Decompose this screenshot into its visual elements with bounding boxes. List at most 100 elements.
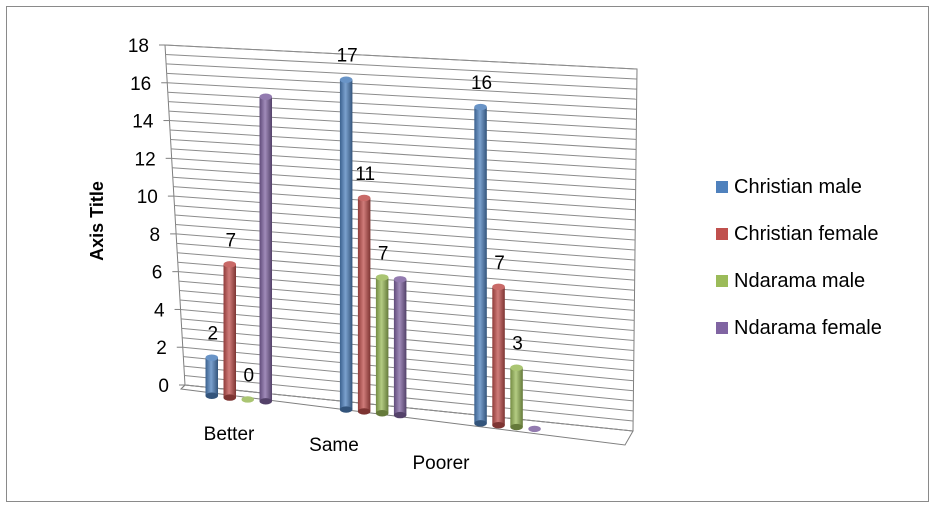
y-tick-label: 4	[154, 300, 165, 321]
data-label: 2	[207, 324, 218, 345]
bar-top	[510, 364, 523, 371]
legend-item: Ndarama female	[716, 317, 882, 339]
bar-body	[510, 367, 523, 428]
data-label: 7	[378, 243, 389, 264]
gridline	[184, 375, 634, 422]
bar-base	[474, 420, 487, 427]
x-axis-categories: Better Same Poorer	[204, 424, 471, 474]
gridline	[168, 110, 637, 140]
chart-bars	[205, 76, 541, 433]
bar-christian-male-same	[339, 76, 353, 413]
bar-ndarama-male-poorer	[510, 364, 523, 431]
bar-top	[375, 274, 389, 281]
bar-base	[492, 421, 505, 429]
bar-top	[339, 76, 353, 83]
bar-top	[205, 354, 219, 361]
data-label: 0	[243, 365, 254, 386]
bar-body	[205, 357, 219, 396]
bar-christian-male-poorer	[474, 103, 487, 427]
gridline	[180, 308, 634, 352]
gridline	[179, 299, 635, 341]
y-axis-ticks: 0 2 4 6 8 10 12 14 16 18	[128, 36, 185, 397]
gridline	[171, 148, 636, 181]
gridline	[175, 223, 635, 261]
side-wall-edge	[180, 384, 186, 390]
chart-gridlines	[164, 44, 638, 432]
gridline	[173, 186, 636, 221]
gridline	[177, 252, 635, 291]
bar-ndarama-female-better	[259, 93, 273, 405]
data-label: 17	[337, 46, 358, 67]
bar-body	[339, 79, 353, 410]
data-label: 7	[225, 230, 236, 251]
bar-ndarama-male-better	[241, 396, 255, 403]
gridline	[169, 129, 637, 160]
bar-base	[339, 406, 353, 413]
y-tick-label: 12	[135, 149, 156, 170]
bar-top	[259, 93, 273, 100]
bar-base	[393, 411, 407, 419]
gridline	[171, 157, 636, 191]
gridline	[178, 280, 635, 321]
legend-item: Christian male	[716, 176, 862, 198]
data-labels: 2 7 0 17 11 7 16 7 3	[207, 46, 522, 387]
bar-top	[357, 194, 371, 202]
y-tick-label: 6	[152, 263, 163, 284]
bar-body	[375, 277, 389, 414]
gridline	[172, 176, 636, 211]
gridline	[176, 233, 635, 271]
gridline	[166, 63, 637, 90]
bar-ndarama-female-poorer	[528, 425, 541, 433]
legend-swatch	[716, 322, 728, 334]
y-tick-label: 10	[137, 187, 158, 208]
data-label: 7	[494, 253, 505, 274]
data-label: 16	[471, 73, 492, 94]
y-tick-label: 0	[158, 376, 169, 397]
bar-chart-3d: 0 2 4 6 8 10 12 14 16 18 2 7 0 17 11 7 16 7 3 Better Same P…	[87, 36, 882, 474]
legend-swatch	[716, 181, 728, 193]
gridline	[179, 290, 635, 331]
bar-body	[393, 279, 407, 416]
y-axis-title: Axis Title	[87, 181, 107, 261]
chart-legend: Christian male Christian female Ndarama ma…	[716, 176, 882, 339]
bar-base	[375, 410, 389, 417]
y-tick-label: 14	[132, 112, 154, 133]
data-label: 3	[512, 334, 523, 355]
legend-item: Christian female	[716, 223, 879, 245]
bar-top	[241, 396, 255, 403]
gridline	[181, 327, 634, 372]
bar-christian-female-better	[223, 261, 237, 401]
bar-ndarama-male-same	[375, 274, 389, 417]
gridline	[174, 205, 636, 241]
gridline	[183, 356, 634, 402]
x-category-label: Poorer	[412, 453, 470, 474]
legend-swatch	[716, 228, 728, 240]
bar-top	[528, 425, 541, 433]
bar-body	[357, 197, 371, 412]
legend-swatch	[716, 275, 728, 287]
gridline	[167, 91, 637, 120]
x-category-label: Better	[204, 424, 255, 445]
y-tick-label: 16	[130, 74, 151, 95]
bar-christian-female-same	[357, 194, 371, 415]
bar-body	[474, 107, 487, 424]
gridline	[168, 101, 637, 130]
legend-label: Christian female	[734, 223, 879, 245]
gridline	[172, 167, 636, 201]
gridline	[169, 120, 637, 150]
gridline	[182, 337, 634, 382]
bar-top	[474, 103, 487, 111]
gridline	[182, 346, 634, 392]
gridline	[167, 82, 637, 110]
legend-label: Christian male	[734, 176, 862, 198]
bar-ndarama-female-same	[393, 276, 407, 419]
gridline	[181, 318, 634, 362]
bar-top	[223, 261, 237, 268]
gridline	[166, 72, 637, 100]
chart-frame: 0 2 4 6 8 10 12 14 16 18 2 7 0 17 11 7 16 7 3 Better Same P…	[6, 6, 929, 502]
bar-body	[492, 286, 505, 426]
bar-top	[492, 283, 505, 291]
bar-base	[205, 392, 219, 399]
y-tick-label: 18	[128, 36, 149, 57]
gridline	[174, 214, 636, 251]
